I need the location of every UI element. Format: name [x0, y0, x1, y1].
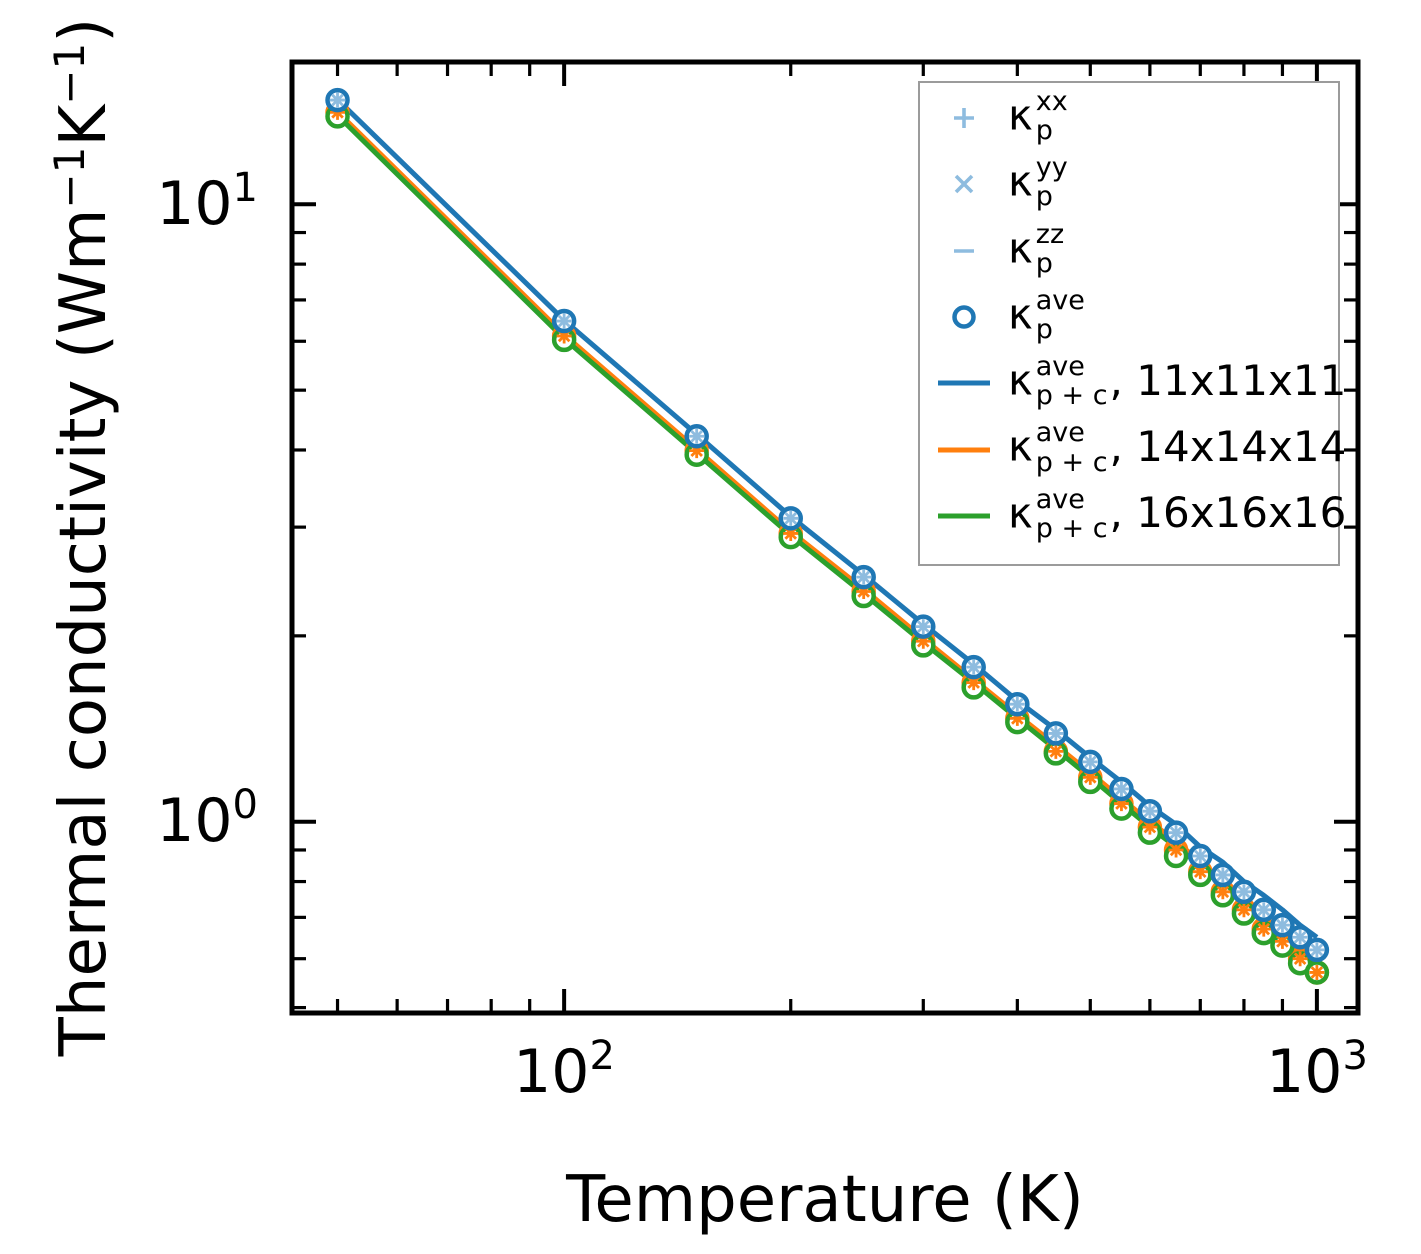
legend-label: κ xx p: [1008, 85, 1068, 147]
dash-marker-icon: [920, 235, 1008, 267]
plot-spines: [289, 59, 1361, 1016]
legend-label: κ ave p + c, 11x11x11: [1008, 351, 1347, 412]
legend-label: κ ave p: [1008, 284, 1085, 346]
markers-kp-components-11x11x11: [330, 92, 1325, 958]
legend-item-kpc-16: κ ave p + c, 16x16x16: [920, 483, 1346, 549]
y-axis-label: Thermal conductivity (Wm−1K−1): [45, 17, 121, 1057]
line-marker-icon: [920, 434, 1008, 466]
cross-marker-icon: [920, 168, 1008, 200]
legend-item-kpc-11: κ ave p + c, 11x11x11: [920, 350, 1346, 416]
legend-item-kp-ave: κ ave p: [920, 284, 1338, 350]
legend-item-kpc-14: κ ave p + c, 14x14x14: [920, 416, 1346, 482]
legend-item-kp-yy: κ yy p: [920, 151, 1338, 217]
x-axis-label: Temperature (K): [566, 1163, 1084, 1237]
legend-box: κ xx p κ yy p κ zz p κ ave p κ ave p + c, 11x11x11…: [918, 81, 1346, 566]
legend-label: κ zz p: [1008, 218, 1065, 279]
legend-item-kp-zz: κ zz p: [920, 218, 1338, 284]
plus-marker-icon: [920, 102, 1008, 134]
line-marker-icon: [920, 500, 1008, 532]
legend-label: κ ave p + c, 16x16x16: [1008, 483, 1347, 544]
circle-marker-icon: [920, 301, 1008, 333]
line-marker-icon: [920, 367, 1008, 399]
markers-kp-components-14x14x14: [330, 104, 1325, 980]
legend-label: κ ave p + c, 14x14x14: [1008, 417, 1347, 478]
line-kpc-ave-11x11x11: [335, 97, 1319, 940]
legend-label: κ yy p: [1008, 152, 1068, 213]
y-tick-label-10e0: 100: [156, 781, 258, 856]
legend-item-kp-xx: κ xx p: [920, 85, 1338, 151]
y-tick-label-10e1: 101: [156, 164, 258, 239]
x-tick-label-10e3: 103: [1266, 1032, 1368, 1107]
x-tick-label-10e2: 102: [513, 1032, 615, 1107]
